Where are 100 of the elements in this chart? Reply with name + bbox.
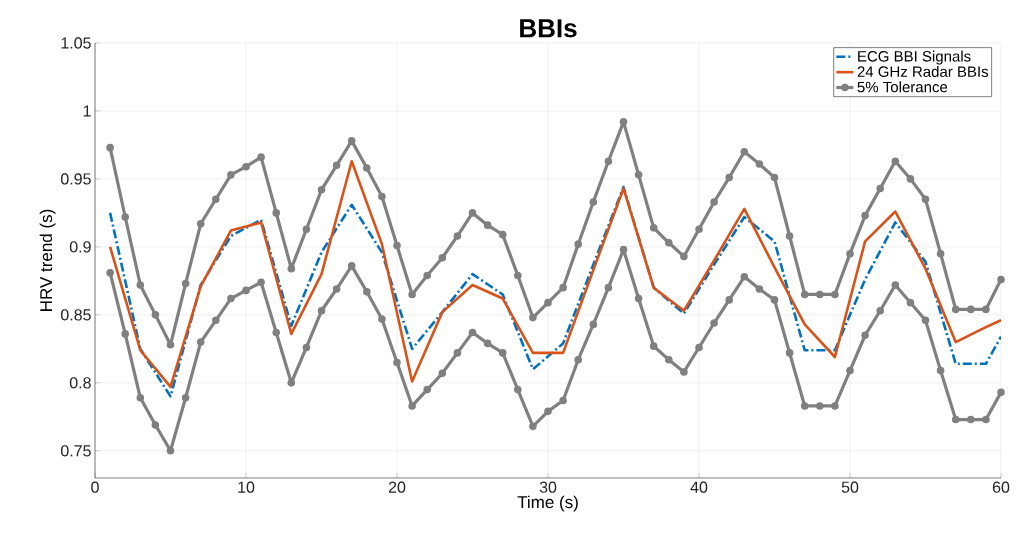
point <box>967 415 975 424</box>
point <box>438 369 447 378</box>
point <box>106 268 114 277</box>
point <box>544 407 552 416</box>
point <box>967 305 975 314</box>
point <box>302 343 311 352</box>
point <box>514 271 522 280</box>
point <box>846 366 854 375</box>
y-tick-label: 1.05 <box>61 37 91 49</box>
point <box>393 241 401 250</box>
point <box>634 294 643 303</box>
point <box>408 290 416 299</box>
point <box>861 331 869 340</box>
x-tick-label: 30 <box>539 481 557 493</box>
point <box>740 272 749 281</box>
point <box>936 366 945 375</box>
point <box>695 225 703 234</box>
point <box>317 306 326 315</box>
point <box>287 379 296 387</box>
legend-label: ECG BBI Signals <box>858 50 971 65</box>
point <box>589 198 598 206</box>
y-tick-label: 0.95 <box>60 173 91 185</box>
point <box>951 305 960 314</box>
point <box>740 147 749 156</box>
point <box>257 278 265 287</box>
y-tick-label: 0.85 <box>60 309 91 321</box>
point <box>408 402 416 410</box>
point <box>619 245 628 254</box>
point <box>423 385 432 394</box>
point <box>710 198 718 206</box>
point <box>831 402 839 410</box>
point <box>272 328 281 337</box>
point <box>136 281 145 289</box>
point <box>604 157 613 166</box>
point <box>755 285 764 293</box>
chart-title: BBIs <box>520 19 577 38</box>
point <box>121 213 130 221</box>
point <box>378 192 386 201</box>
point <box>393 358 401 367</box>
point <box>544 298 552 307</box>
point <box>332 285 341 293</box>
point <box>816 290 824 299</box>
point <box>876 184 885 193</box>
x-tick-label: 40 <box>690 481 708 493</box>
point <box>906 175 915 183</box>
point <box>242 286 250 295</box>
point <box>589 320 598 329</box>
point <box>257 153 265 161</box>
point <box>680 368 688 376</box>
point <box>438 253 447 262</box>
point <box>559 283 567 292</box>
y-tick-label: 1 <box>83 105 91 117</box>
x-tick-label: 60 <box>992 481 1010 493</box>
point <box>529 313 537 322</box>
point <box>242 162 250 171</box>
legend-label: 24 GHz Radar BBIs <box>857 65 989 77</box>
y-tick-label: 0.9 <box>69 241 91 253</box>
y-tick-label: 0.8 <box>69 377 91 389</box>
point <box>559 396 567 405</box>
point <box>453 232 462 240</box>
point <box>514 385 522 394</box>
point <box>800 290 809 299</box>
point <box>604 283 613 292</box>
point <box>665 239 673 247</box>
point <box>891 281 900 289</box>
point <box>861 211 869 220</box>
x-tick-label: 50 <box>841 481 859 493</box>
x-tick-label: 0 <box>91 481 99 493</box>
point <box>982 415 990 424</box>
point <box>317 186 326 194</box>
point <box>770 173 779 182</box>
point <box>649 342 658 350</box>
point <box>227 294 235 303</box>
point <box>574 240 583 248</box>
point <box>212 316 220 325</box>
point <box>212 195 220 204</box>
x-axis-title: Time (s) <box>517 495 578 512</box>
x-tick-label: 10 <box>238 481 255 493</box>
point <box>755 160 764 168</box>
point <box>997 275 1005 284</box>
point <box>997 388 1005 397</box>
point <box>529 422 537 431</box>
point <box>302 225 311 234</box>
point <box>725 296 734 304</box>
point <box>181 393 190 402</box>
point <box>227 171 235 179</box>
point <box>151 311 160 319</box>
point <box>785 349 794 357</box>
point <box>468 209 477 217</box>
point <box>166 447 175 455</box>
point <box>574 355 583 364</box>
y-tick-label: 0.75 <box>60 445 91 457</box>
point <box>498 230 507 239</box>
point <box>710 319 718 327</box>
point <box>136 393 145 402</box>
point <box>332 161 341 170</box>
point <box>982 305 990 314</box>
point <box>936 249 945 258</box>
point <box>106 143 114 152</box>
point <box>906 298 915 307</box>
